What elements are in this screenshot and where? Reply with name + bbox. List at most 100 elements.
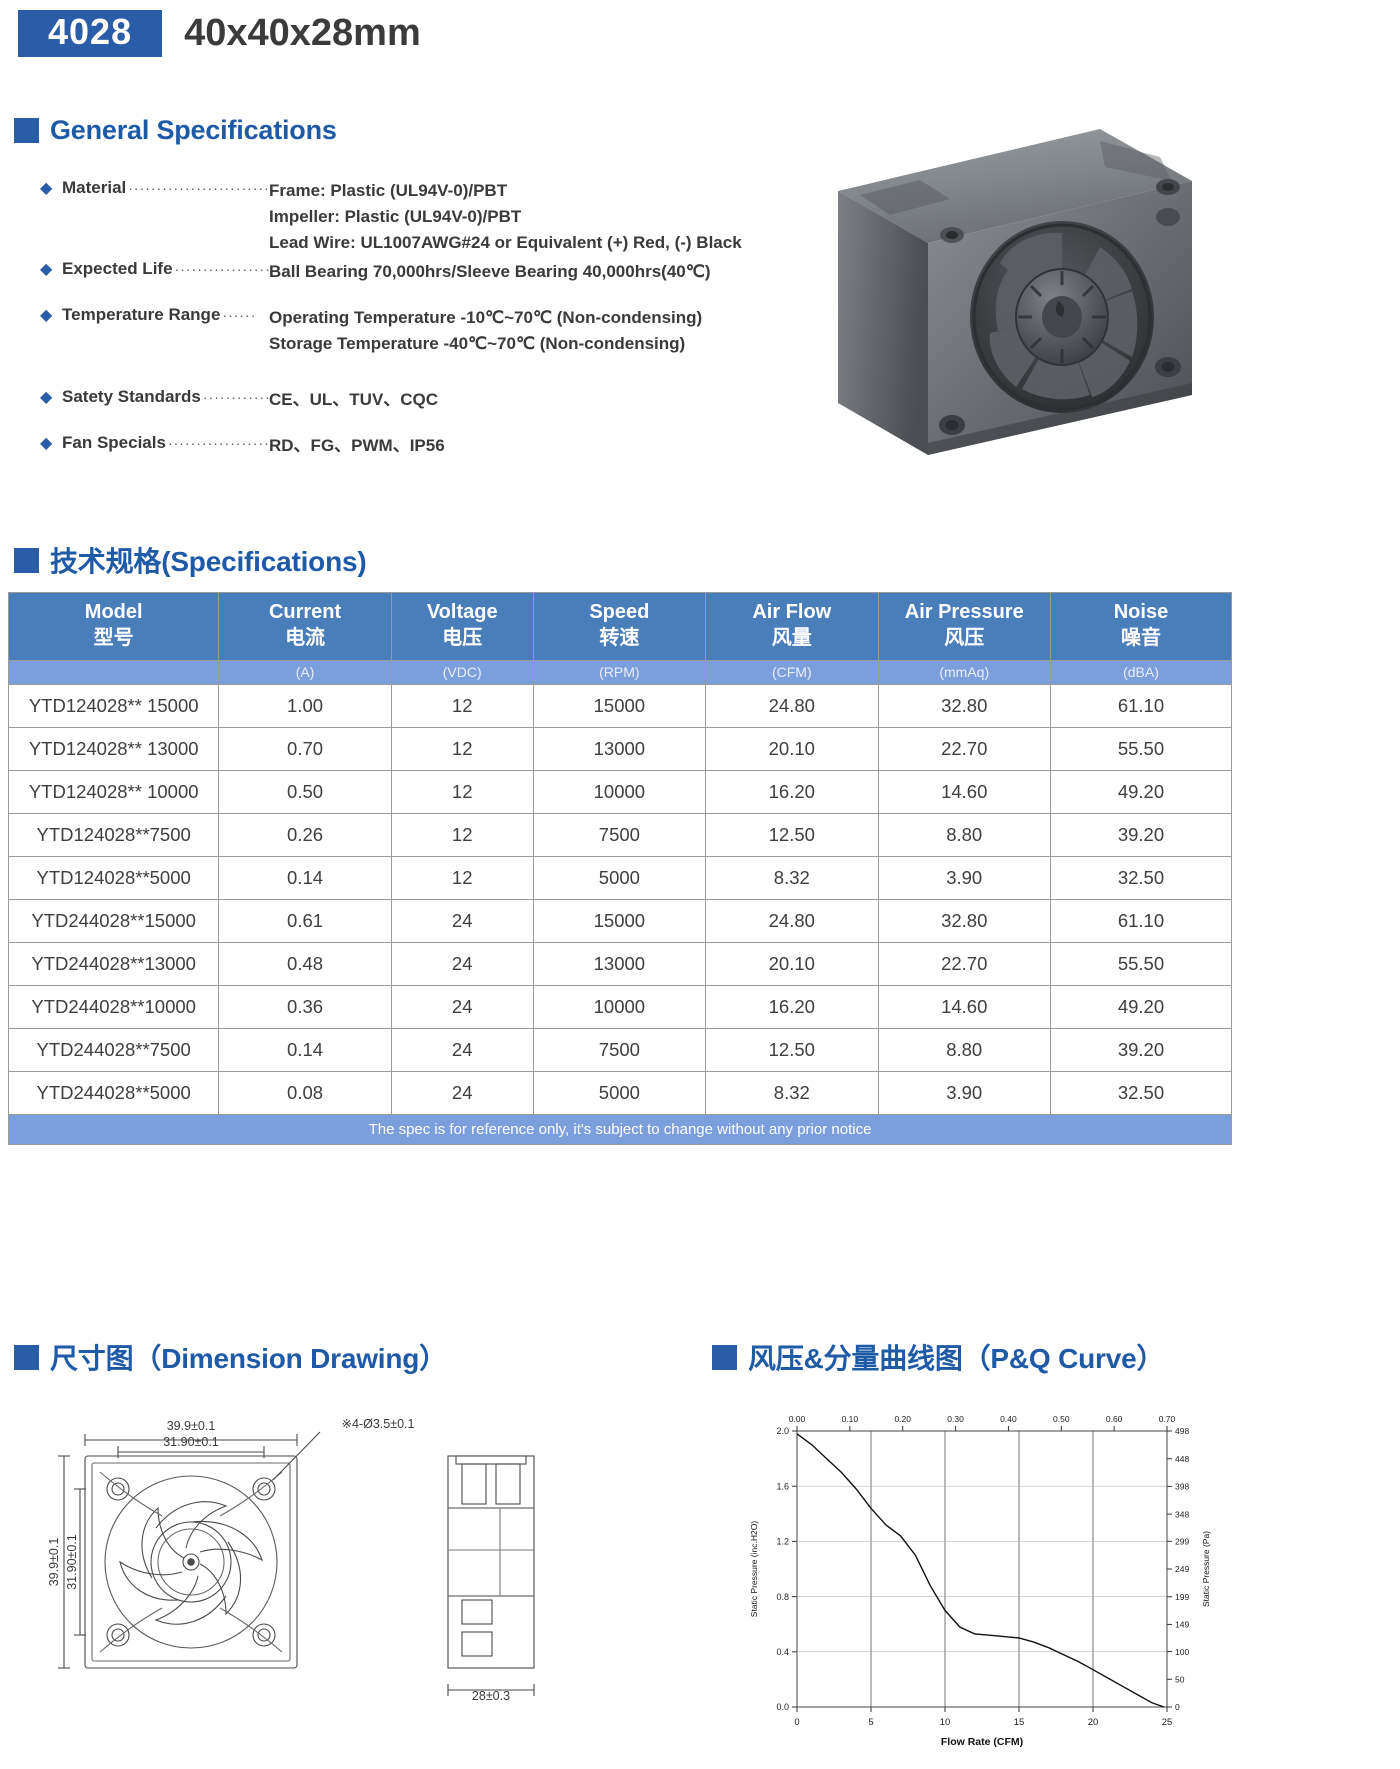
chart-ticklabel-y-right: 199 [1175, 1592, 1189, 1602]
cell-value: 12.50 [705, 813, 879, 858]
dot-leader: ······················ [174, 261, 269, 278]
chart-ticklabel-y-right: 0 [1175, 1702, 1180, 1712]
product-photo-fan [800, 95, 1200, 485]
cell-value: 0.61 [218, 899, 392, 944]
cell-value: 22.70 [877, 942, 1051, 987]
chart-xlabel: Flow Rate (CFM) [941, 1736, 1023, 1748]
chart-plot-area [796, 1430, 1168, 1708]
column-header-speed: Speed 转速 [532, 591, 707, 662]
cell-value: 13000 [532, 727, 707, 772]
cell-value: 0.36 [218, 985, 392, 1030]
unit-voltage: (VDC) [390, 660, 534, 686]
cell-value: 22.70 [877, 727, 1051, 772]
spacer [40, 289, 830, 305]
cell-value: 8.32 [705, 1071, 879, 1116]
cell-value: 0.08 [218, 1071, 392, 1116]
cell-value: 14.60 [877, 985, 1051, 1030]
cell-value: 39.20 [1049, 813, 1233, 858]
chart-ticklabel-y-right: 100 [1175, 1647, 1189, 1657]
column-header-voltage: Voltage 电压 [390, 591, 534, 662]
spec-value-group: RD、FG、PWM、IP56 [269, 433, 445, 459]
cell-value: 0.48 [218, 942, 392, 987]
column-header-current: Current 电流 [218, 591, 392, 662]
model-badge: 4028 [18, 10, 163, 57]
cell-value: 24 [390, 899, 534, 944]
cell-value: 10000 [532, 985, 707, 1030]
cell-model: YTD124028** 10000 [7, 770, 220, 815]
chart-ticklabel-x-top: 0.20 [894, 1414, 911, 1424]
cell-value: 32.80 [877, 684, 1051, 729]
chart-ticklabel-x-top: 0.30 [947, 1414, 964, 1424]
spec-item-safety-standards: ◆ Satety Standards ··············· CE、UL… [40, 387, 830, 413]
table-row: YTD244028**5000 0.08 24 5000 8.32 3.90 32.50 [7, 1071, 1233, 1116]
chart-ticklabel-y-right: 348 [1175, 1509, 1189, 1519]
cell-value: 8.32 [705, 856, 879, 901]
spec-value: Operating Temperature -10℃~70℃ (Non-cond… [269, 308, 703, 328]
cell-value: 24.80 [705, 899, 879, 944]
spec-value: Ball Bearing 70,000hrs/Sleeve Bearing 40… [269, 262, 711, 282]
table-units-row: (A) (VDC) (RPM) (CFM) (mmAq) (dBA) [7, 660, 1233, 686]
general-specifications-heading: General Specifications [14, 115, 337, 146]
cell-value: 0.14 [218, 1028, 392, 1073]
cell-model: YTD124028**5000 [7, 856, 220, 901]
general-specifications-list: ◆ Material ·····························… [40, 178, 830, 463]
cell-value: 3.90 [877, 856, 1051, 901]
cell-value: 0.70 [218, 727, 392, 772]
specifications-heading: 技术规格(Specifications) [14, 540, 367, 580]
spec-label: Temperature Range [62, 305, 221, 325]
spec-value-group: Operating Temperature -10℃~70℃ (Non-cond… [269, 305, 702, 357]
cell-value: 61.10 [1049, 899, 1233, 944]
chart-ticklabel-y-right: 448 [1175, 1454, 1189, 1464]
chart-ylabel-right: Static Pressure (Pa) [1201, 1531, 1211, 1607]
cell-model: YTD244028**13000 [7, 942, 220, 987]
section-title-specifications: 技术规格(Specifications) [50, 546, 367, 577]
chart-ticklabel-y-right: 249 [1175, 1564, 1189, 1574]
spec-label: Expected Life [62, 259, 173, 279]
specifications-table: Model 型号 Current 电流 Voltage 电压 Speed 转速 … [7, 591, 1233, 1146]
chart-ticklabel-y: 0.0 [776, 1702, 789, 1712]
chart-ticklabel-x-top: 0.60 [1106, 1414, 1123, 1424]
cell-value: 12 [390, 770, 534, 815]
spec-value-group: CE、UL、TUV、CQC [269, 387, 438, 413]
chart-ticklabel-y: 0.8 [776, 1592, 789, 1602]
spec-value: CE、UL、TUV、CQC [269, 389, 439, 409]
chart-ticklabel-y: 1.2 [776, 1537, 789, 1547]
cell-value: 15000 [532, 899, 707, 944]
cell-model: YTD244028**15000 [7, 899, 220, 944]
square-bullet-icon [14, 1344, 39, 1370]
diamond-bullet-icon: ◆ [40, 434, 53, 452]
cell-model: YTD244028**7500 [7, 1028, 220, 1073]
dim-label-left-inner: 31.90±0.1 [65, 1534, 79, 1590]
cell-value: 15000 [532, 684, 707, 729]
spec-value: Storage Temperature -40℃~70℃ (Non-conden… [269, 334, 686, 354]
dot-leader: ······ [222, 307, 257, 324]
table-row: YTD124028**7500 0.26 12 7500 12.50 8.80 39.20 [7, 813, 1233, 858]
spec-item-fan-specials: ◆ Fan Specials ·························… [40, 433, 830, 459]
dim-label-depth: 28±0.3 [472, 1689, 510, 1703]
chart-ticklabel-x: 5 [868, 1717, 873, 1728]
cell-model: YTD124028** 13000 [7, 727, 220, 772]
square-bullet-icon [14, 547, 39, 573]
cell-value: 12 [390, 856, 534, 901]
cell-value: 12 [390, 813, 534, 858]
table-row: YTD244028**10000 0.36 24 10000 16.20 14.60 49.… [7, 985, 1233, 1030]
diamond-bullet-icon: ◆ [40, 180, 53, 197]
table-row: YTD244028**7500 0.14 24 7500 12.50 8.80 39.20 [7, 1028, 1233, 1073]
cell-value: 0.14 [218, 856, 392, 901]
section-title-pq-curve: 风压&分量曲线图（P&Q Curve） [748, 1343, 1165, 1374]
unit-noise: (dBA) [1049, 660, 1233, 686]
column-header-noise: Noise 噪音 [1049, 591, 1233, 662]
pq-curve-heading: 风压&分量曲线图（P&Q Curve） [712, 1337, 1164, 1377]
cell-model: YTD244028**5000 [7, 1071, 220, 1116]
spec-item-expected-life: ◆ Expected Life ······················ B… [40, 259, 830, 285]
table-row: YTD124028** 15000 1.00 12 15000 24.80 32.80 61… [7, 684, 1233, 729]
spec-label: Material [62, 178, 127, 197]
cell-value: 7500 [532, 813, 707, 858]
cell-value: 24 [390, 1071, 534, 1116]
chart-ticklabel-y-right: 299 [1175, 1536, 1189, 1546]
spacer [40, 361, 830, 387]
chart-ticklabel-y-right: 149 [1175, 1620, 1189, 1630]
table-row: YTD244028**13000 0.48 24 13000 20.10 22.70 55.… [7, 942, 1233, 987]
table-footnote-row: The spec is for reference only, it's sub… [8, 1114, 1232, 1146]
section-title-general: General Specifications [50, 115, 337, 145]
